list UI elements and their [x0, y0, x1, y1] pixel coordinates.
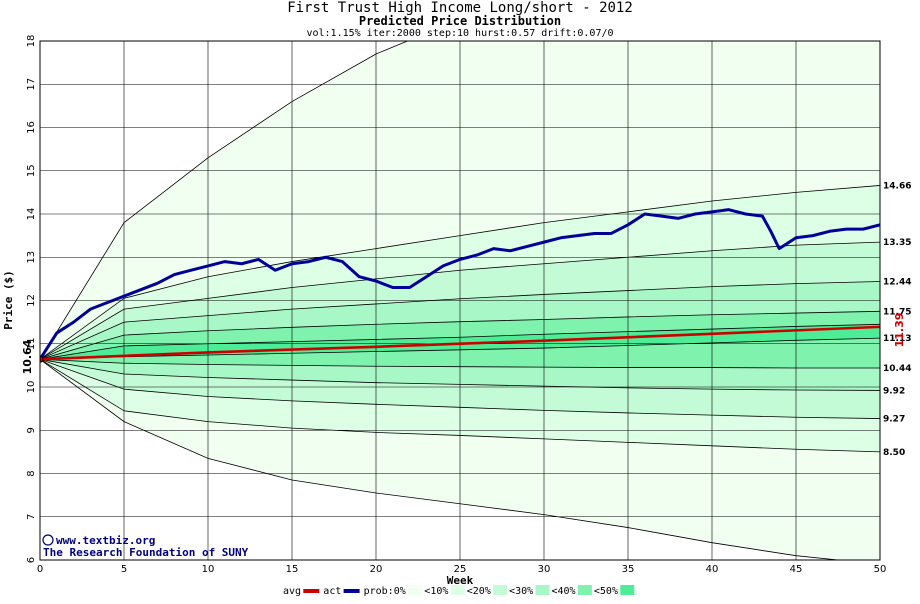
- band-end-labels: 14.66 13.35 12.44 11.75 11.13 10.44 9.92 9.27 8.…: [883, 181, 911, 457]
- band-end-label: 14.66: [883, 181, 911, 191]
- legend-swatch-band: [620, 585, 635, 595]
- band-end-label: 11.13: [883, 334, 911, 344]
- band-end-label: 9.92: [883, 386, 905, 396]
- x-tick-label: 20: [370, 564, 383, 575]
- legend-label: avg: [283, 586, 301, 597]
- legend-label: act: [323, 586, 341, 597]
- start-point: [40, 355, 44, 363]
- y-tick-label: 16: [26, 121, 37, 134]
- band-end-label: 13.35: [883, 238, 911, 248]
- y-tick-label: 11: [26, 337, 37, 350]
- y-tick-label: 10: [26, 381, 37, 394]
- y-axis-ticks: 6 7 8 9 10 11 12 13 14 15 16 17 18: [26, 35, 37, 564]
- x-tick-label: 15: [286, 564, 299, 575]
- legend-label: <20%: [467, 586, 491, 597]
- legend-swatch-band: [577, 585, 592, 595]
- legend-swatch-avg: [303, 589, 320, 593]
- y-tick-label: 13: [26, 251, 37, 264]
- credit-org: The Research Foundation of SUNY: [43, 546, 249, 559]
- band-end-label: 11.75: [883, 307, 911, 317]
- x-tick-label: 10: [202, 564, 215, 575]
- legend-swatch-band: [408, 585, 423, 595]
- band-end-label: 8.50: [883, 448, 905, 458]
- legend-swatch-act: [343, 589, 360, 593]
- series-line-avg: [40, 325, 880, 361]
- band-boundary-upper-0: [40, 41, 409, 360]
- y-tick-label: 17: [26, 78, 37, 91]
- credit-block: www.textbiz.org The Research Foundation …: [42, 534, 249, 559]
- legend-label: <30%: [509, 586, 533, 597]
- series-line-act: [40, 208, 880, 361]
- y-tick-label: 18: [26, 35, 37, 48]
- x-tick-label: 5: [121, 564, 127, 575]
- x-tick-label: 30: [538, 564, 551, 575]
- chart-subtitle: Predicted Price Distribution: [359, 14, 561, 28]
- legend-swatch-band: [535, 585, 550, 595]
- x-axis-label: Week: [447, 574, 474, 587]
- x-tick-label: 25: [454, 564, 467, 575]
- chart-title: First Trust High Income Long/short - 201…: [287, 0, 633, 16]
- x-tick-label: 50: [874, 564, 887, 575]
- y-axis-label: Price ($): [2, 270, 15, 330]
- legend-swatch-band: [450, 585, 465, 595]
- x-tick-label: 0: [37, 564, 43, 575]
- legend-label: <40%: [552, 586, 576, 597]
- y-tick-label: 15: [26, 164, 37, 177]
- band-end-label: 10.44: [883, 364, 911, 374]
- credit-url: www.textbiz.org: [56, 534, 155, 547]
- end-avg-price-label: 11.39: [893, 313, 906, 348]
- y-tick-label: 7: [26, 514, 37, 520]
- chart-params: vol:1.15% iter:2000 step:10 hurst:0.57 d…: [306, 28, 613, 39]
- y-tick-label: 9: [26, 427, 37, 433]
- band-end-label: 9.27: [883, 415, 905, 425]
- y-tick-label: 8: [26, 470, 37, 476]
- band-end-label: 12.44: [883, 277, 911, 287]
- legend-label: <50%: [594, 586, 618, 597]
- legend-label: <10%: [424, 586, 448, 597]
- plot-frame: [39, 40, 881, 561]
- x-tick-label: 35: [622, 564, 635, 575]
- legend-label: prob:0%: [364, 586, 406, 597]
- x-tick-label: 40: [706, 564, 719, 575]
- legend: avg act prob:0% <10% <20% <30% <40% <50%: [283, 585, 635, 597]
- start-price-label: 10.64: [21, 339, 34, 374]
- copyright-icon: [42, 534, 54, 546]
- y-tick-label: 12: [26, 294, 37, 307]
- x-tick-label: 45: [790, 564, 803, 575]
- legend-swatch-band: [493, 585, 508, 595]
- y-tick-label: 6: [26, 557, 37, 563]
- y-tick-label: 14: [26, 208, 37, 221]
- x-axis-ticks: 0 5 10 15 20 25 30 35 40 45 50: [37, 564, 887, 575]
- series-lines: [40, 208, 880, 363]
